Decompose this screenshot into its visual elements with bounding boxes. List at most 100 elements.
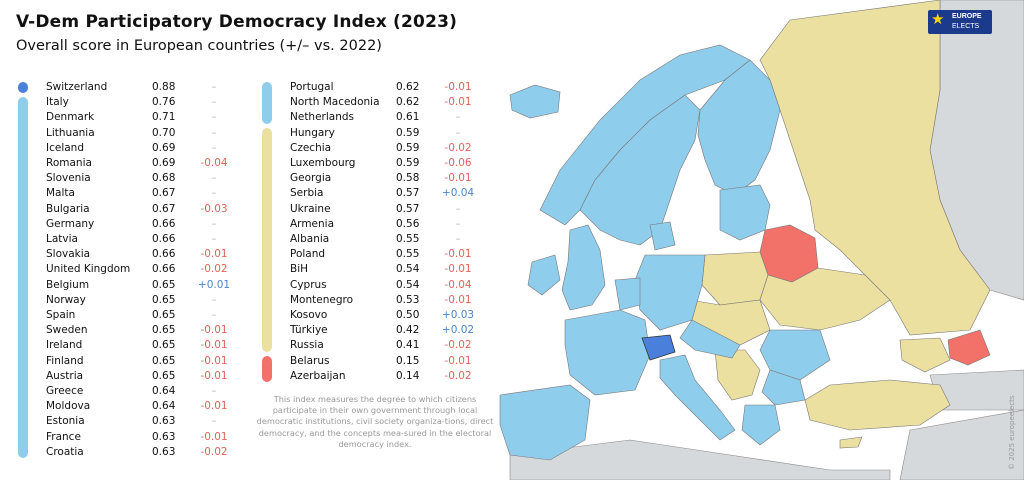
country-name: Romania <box>46 157 92 169</box>
legend-row: Austria 0.65 -0.01 <box>18 369 248 384</box>
europe-map <box>499 0 1024 480</box>
country-score: 0.65 <box>152 354 176 367</box>
country-score: 0.66 <box>152 233 176 245</box>
legend-row: Germany 0.66 – <box>18 217 248 232</box>
legend-row: Iceland 0.69 – <box>18 141 248 156</box>
country-score: 0.58 <box>396 172 420 185</box>
country-score: 0.71 <box>152 111 176 124</box>
legend-row: Portugal 0.62 -0.01 <box>262 80 492 95</box>
country-name: Iceland <box>46 141 85 154</box>
country-score: 0.70 <box>152 126 176 139</box>
country-name: Türkiye <box>290 324 328 337</box>
country-score: 0.57 <box>396 187 420 200</box>
country-name: United Kingdom <box>46 263 131 276</box>
country-score: 0.57 <box>396 202 420 215</box>
map-france <box>564 309 651 396</box>
score-change: – <box>211 415 217 428</box>
country-score: 0.65 <box>152 339 176 352</box>
country-score: 0.65 <box>152 293 176 306</box>
score-change: -0.02 <box>444 141 472 154</box>
country-name: Norway <box>46 293 86 306</box>
copyright-text: © 2025 europeelects <box>1008 395 1016 470</box>
map-georgia-armenia <box>899 337 951 373</box>
country-name: Lithuania <box>46 126 95 139</box>
country-name: BiH <box>290 263 309 276</box>
legend-row: Montenegro 0.53 -0.01 <box>262 293 492 308</box>
score-change: – <box>211 233 217 245</box>
legend-row: Bulgaria 0.67 -0.03 <box>18 202 248 217</box>
map-balkans-yellow <box>714 349 761 401</box>
legend-color-bar <box>262 127 272 352</box>
score-change: – <box>211 126 217 139</box>
map-title: V-Dem Participatory Democracy Index (202… <box>16 12 458 32</box>
score-change: – <box>455 111 461 124</box>
country-name: Slovenia <box>46 172 91 185</box>
map-switzerland <box>641 334 676 361</box>
score-change: -0.04 <box>444 278 472 291</box>
legend-color-bar <box>18 82 28 94</box>
score-change: – <box>211 187 217 200</box>
country-name: Ireland <box>46 339 83 352</box>
country-score: 0.67 <box>152 187 176 200</box>
country-name: Poland <box>290 248 326 261</box>
map-finland <box>697 59 781 196</box>
star-icon: ★ <box>931 10 945 28</box>
country-name: Netherlands <box>290 111 355 124</box>
legend-row: Georgia 0.58 -0.01 <box>262 171 492 186</box>
legend-row: Finland 0.65 -0.01 <box>18 354 248 369</box>
legend-row: Malta 0.67 – <box>18 186 248 201</box>
score-change: – <box>455 217 461 230</box>
country-name: Sweden <box>46 324 88 337</box>
country-name: Georgia <box>290 172 332 185</box>
country-score: 0.76 <box>152 96 176 109</box>
country-score: 0.56 <box>396 217 420 230</box>
country-score: 0.65 <box>152 278 176 291</box>
index-description: This index measures the degree to which … <box>256 394 494 449</box>
country-name: Belarus <box>290 354 330 367</box>
map-iberia <box>499 384 591 461</box>
map-azerbaijan <box>947 329 991 366</box>
country-name: Moldova <box>46 400 91 413</box>
legend-row: Slovenia 0.68 – <box>18 171 248 186</box>
map-bulgaria <box>761 369 806 406</box>
legend-row: Estonia 0.63 – <box>18 414 248 429</box>
map-iceland <box>509 84 561 119</box>
score-change: -0.01 <box>444 354 472 367</box>
legend-row: Slovakia 0.66 -0.01 <box>18 247 248 262</box>
country-score: 0.59 <box>396 126 420 139</box>
country-name: France <box>46 430 81 443</box>
country-score: 0.15 <box>396 354 420 367</box>
score-change: – <box>211 172 217 185</box>
map-italy <box>659 354 736 441</box>
country-name: Kosovo <box>290 309 328 321</box>
score-change: -0.01 <box>200 400 228 413</box>
map-land-middle-east-neutral <box>899 409 1024 480</box>
score-change: -0.03 <box>200 202 228 215</box>
legend-row: Netherlands 0.61 – <box>262 110 492 125</box>
country-score: 0.62 <box>396 81 420 93</box>
legend-color-bar <box>18 97 28 458</box>
country-name: Latvia <box>46 233 78 245</box>
country-name: Greece <box>46 385 84 397</box>
country-name: Bulgaria <box>46 202 90 215</box>
map-subtitle: Overall score in European countries (+/–… <box>16 38 382 54</box>
score-change: -0.02 <box>200 445 228 458</box>
country-name: Croatia <box>46 445 84 458</box>
score-change: -0.01 <box>200 369 228 382</box>
country-name: Azerbaijan <box>290 369 346 382</box>
country-name: Montenegro <box>290 293 354 306</box>
score-change: +0.03 <box>441 309 475 321</box>
score-change: – <box>211 141 217 154</box>
country-score: 0.65 <box>152 309 176 321</box>
country-name: Hungary <box>290 126 335 139</box>
country-score: 0.66 <box>152 217 176 230</box>
country-name: Estonia <box>46 415 85 428</box>
score-change: +0.04 <box>441 187 475 200</box>
country-name: Czechia <box>290 141 332 154</box>
legend-row: Serbia 0.57 +0.04 <box>262 186 492 201</box>
country-name: Albania <box>290 233 330 245</box>
country-name: Italy <box>46 96 69 109</box>
map-austria-slovenia <box>679 319 741 359</box>
map-cyprus <box>839 436 863 449</box>
map-ukraine <box>759 267 891 331</box>
